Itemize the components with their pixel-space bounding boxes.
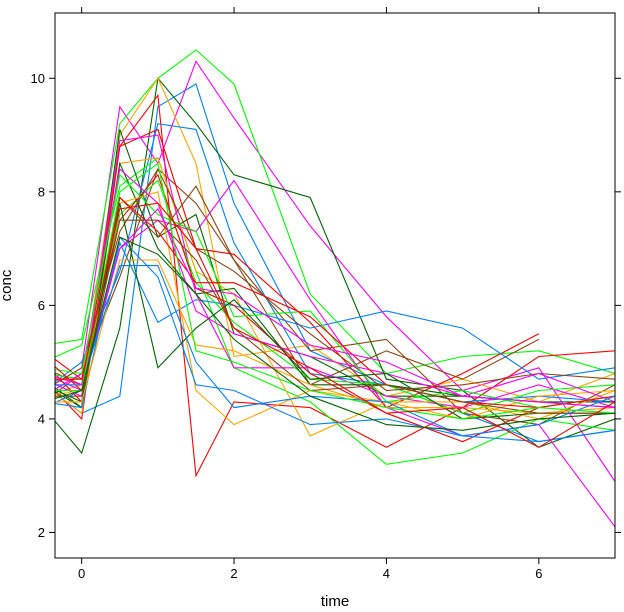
x-tick-label: 6	[535, 566, 542, 581]
series-line-23	[55, 168, 615, 403]
series-line-16	[55, 134, 615, 409]
series-line-32	[55, 236, 615, 431]
x-tick-label: 4	[383, 566, 390, 581]
series-line-26	[55, 196, 615, 409]
series-line-31	[55, 162, 615, 420]
series-line-30	[55, 207, 615, 409]
x-tick-label: 2	[230, 566, 237, 581]
series-line-24	[55, 173, 615, 409]
series-line-33	[55, 202, 615, 448]
y-tick-label: 8	[38, 184, 45, 199]
series-line-1	[55, 83, 615, 443]
series-line-29	[55, 265, 615, 437]
y-tick-label: 4	[38, 411, 45, 426]
x-tick-label: 0	[78, 566, 85, 581]
series-line-27	[55, 259, 615, 414]
y-axis-title: conc	[0, 269, 15, 301]
series-line-3	[55, 49, 615, 375]
plot-background	[55, 13, 615, 558]
y-tick-label: 2	[38, 525, 45, 540]
y-tick-label: 10	[31, 71, 45, 86]
series-line-25	[55, 203, 615, 420]
plot-frame	[54, 12, 616, 559]
y-tick-label: 6	[38, 298, 45, 313]
axis-ticks: 0 2 4 6 2 4 6 8 10	[31, 7, 621, 581]
series-lines	[55, 49, 615, 528]
x-axis-title: time	[321, 593, 349, 610]
